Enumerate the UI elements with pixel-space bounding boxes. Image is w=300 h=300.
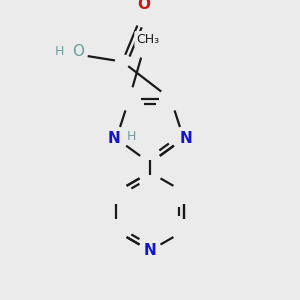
Text: N: N [144,243,156,258]
Text: H: H [127,130,136,143]
Text: N: N [107,131,120,146]
Text: O: O [137,0,150,12]
Text: O: O [73,44,85,59]
Text: H: H [54,45,64,58]
Text: N: N [179,131,192,146]
Text: CH₃: CH₃ [136,33,159,46]
